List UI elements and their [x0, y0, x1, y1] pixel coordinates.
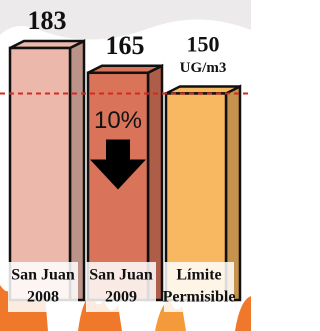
x-tick-label: San Juan — [11, 267, 75, 284]
page: 10% 183 165 150 UG/m3 San Juan 2008 San Juan 200… — [0, 0, 320, 331]
x-tick-label: Límite — [176, 267, 221, 284]
x-tick-label: 2008 — [27, 289, 59, 306]
value-label: 165 — [106, 31, 145, 60]
bar-side — [70, 41, 84, 300]
value-label: 150 — [187, 31, 220, 56]
annotation: 10% — [94, 107, 142, 134]
value-label: 183 — [28, 6, 67, 35]
x-tick-label: San Juan — [89, 267, 153, 284]
x-tick-label: Permisible — [163, 289, 236, 306]
chart: 10% 183 165 150 UG/m3 San Juan 2008 San Juan 200… — [0, 0, 251, 331]
unit-label: UG/m3 — [180, 60, 227, 76]
x-tick-label: 2009 — [105, 289, 137, 306]
